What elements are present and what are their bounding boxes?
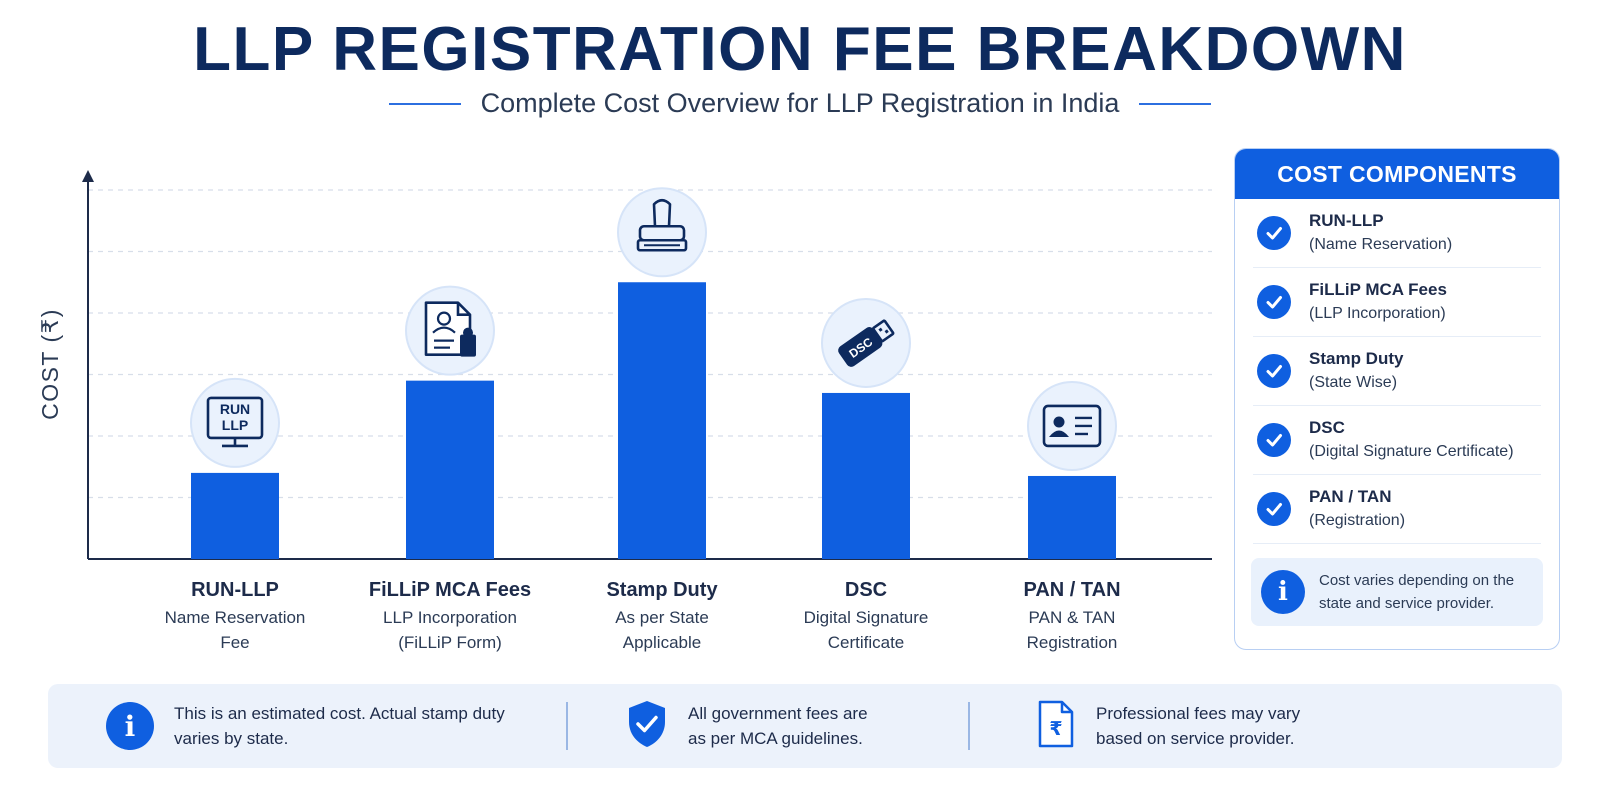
- icon-label: LLP: [222, 417, 248, 433]
- check-icon: [1257, 285, 1291, 319]
- list-item: DSC (Digital Signature Certificate): [1253, 406, 1541, 475]
- category-detail: As per State: [615, 608, 709, 627]
- category-detail: (FiLLiP Form): [398, 633, 502, 652]
- shield-check-icon: [626, 699, 668, 754]
- page-subtitle: Complete Cost Overview for LLP Registrat…: [480, 88, 1120, 118]
- category-detail: Applicable: [623, 633, 701, 652]
- bar-5: [1028, 475, 1116, 559]
- cost-components-panel: COST COMPONENTS RUN-LLP (Name Reservation…: [1234, 148, 1560, 650]
- item-subtitle: (Name Reservation): [1309, 236, 1453, 253]
- subtitle-row: Complete Cost Overview for LLP Registrat…: [0, 88, 1600, 119]
- bar-4: [822, 392, 910, 559]
- check-icon: [1257, 354, 1291, 388]
- list-item: PAN / TAN (Registration): [1253, 475, 1541, 544]
- bar-1: [191, 472, 279, 559]
- check-icon: [1257, 216, 1291, 250]
- cost-components-list: RUN-LLP (Name Reservation) FiLLiP MCA Fee…: [1235, 199, 1559, 544]
- icon-badge: [190, 377, 280, 468]
- rupee-document-icon: ₹: [1036, 700, 1076, 753]
- footer-divider: [566, 702, 568, 750]
- item-title: PAN / TAN: [1309, 487, 1392, 506]
- item-title: Stamp Duty: [1309, 349, 1404, 368]
- item-subtitle: (Registration): [1309, 512, 1406, 529]
- item-title: FiLLiP MCA Fees: [1309, 280, 1447, 299]
- svg-text:₹: ₹: [1049, 718, 1062, 740]
- category-label: FiLLiP MCA Fees: [369, 579, 531, 601]
- footer-note-government: All government fees are as per MCA guidel…: [626, 684, 868, 768]
- bar-3: [618, 282, 706, 559]
- category-detail: Registration: [1027, 633, 1118, 652]
- footer-line: based on service provider.: [1096, 729, 1295, 748]
- item-title: DSC: [1309, 418, 1345, 437]
- icon-label: RUN: [220, 401, 250, 417]
- info-icon: i: [1261, 570, 1305, 614]
- footer-line: as per MCA guidelines.: [688, 729, 863, 748]
- item-subtitle: (Digital Signature Certificate): [1309, 443, 1514, 460]
- category-label: PAN / TAN: [1023, 579, 1120, 601]
- icon-badge: [1027, 380, 1117, 471]
- footer-line: varies by state.: [174, 729, 289, 748]
- check-icon: [1257, 492, 1291, 526]
- info-icon: i: [106, 702, 154, 750]
- category-detail: LLP Incorporation: [383, 608, 517, 627]
- list-item: RUN-LLP (Name Reservation): [1253, 199, 1541, 268]
- id-card-icon: [1042, 404, 1102, 448]
- subtitle-rule-left: [388, 102, 461, 105]
- page-title: LLP REGISTRATION FEE BREAKDOWN: [193, 15, 1407, 84]
- category-detail: Certificate: [828, 633, 905, 652]
- item-subtitle: (LLP Incorporation): [1309, 305, 1446, 322]
- category-detail: Digital Signature: [804, 608, 929, 627]
- list-item: FiLLiP MCA Fees (LLP Incorporation): [1253, 268, 1541, 337]
- footer-note-professional: ₹ Professional fees may vary based on ser…: [1036, 684, 1300, 768]
- item-title: RUN-LLP: [1309, 211, 1384, 230]
- footer-divider: [968, 702, 970, 750]
- rubber-stamp-icon: [636, 198, 688, 252]
- bar-2: [406, 380, 494, 559]
- category-detail: PAN & TAN: [1029, 608, 1116, 627]
- category-label: RUN-LLP: [191, 579, 279, 601]
- y-axis-arrow: [82, 170, 94, 182]
- panel-note-text: Cost varies depending on the state and s…: [1319, 572, 1515, 612]
- category-detail: Fee: [220, 633, 249, 652]
- category-label: Stamp Duty: [606, 579, 718, 601]
- footer-notes: i This is an estimated cost. Actual stam…: [48, 684, 1562, 768]
- panel-heading: COST COMPONENTS: [1235, 149, 1559, 199]
- icon-badge: [617, 187, 707, 278]
- footer-line: All government fees are: [688, 704, 868, 723]
- y-axis-label: COST (₹): [37, 308, 63, 420]
- footer-note-estimate: i This is an estimated cost. Actual stam…: [106, 684, 505, 768]
- check-icon: [1257, 423, 1291, 457]
- footer-line: This is an estimated cost. Actual stamp …: [174, 704, 505, 723]
- document-emblem-icon: [424, 301, 476, 357]
- item-subtitle: (State Wise): [1309, 374, 1398, 391]
- category-label: DSC: [845, 579, 887, 601]
- panel-note: i Cost varies depending on the state and…: [1251, 558, 1543, 626]
- category-detail: Name Reservation: [165, 608, 306, 627]
- subtitle-rule-right: [1139, 102, 1212, 105]
- list-item: Stamp Duty (State Wise): [1253, 337, 1541, 406]
- footer-line: Professional fees may vary: [1096, 704, 1301, 723]
